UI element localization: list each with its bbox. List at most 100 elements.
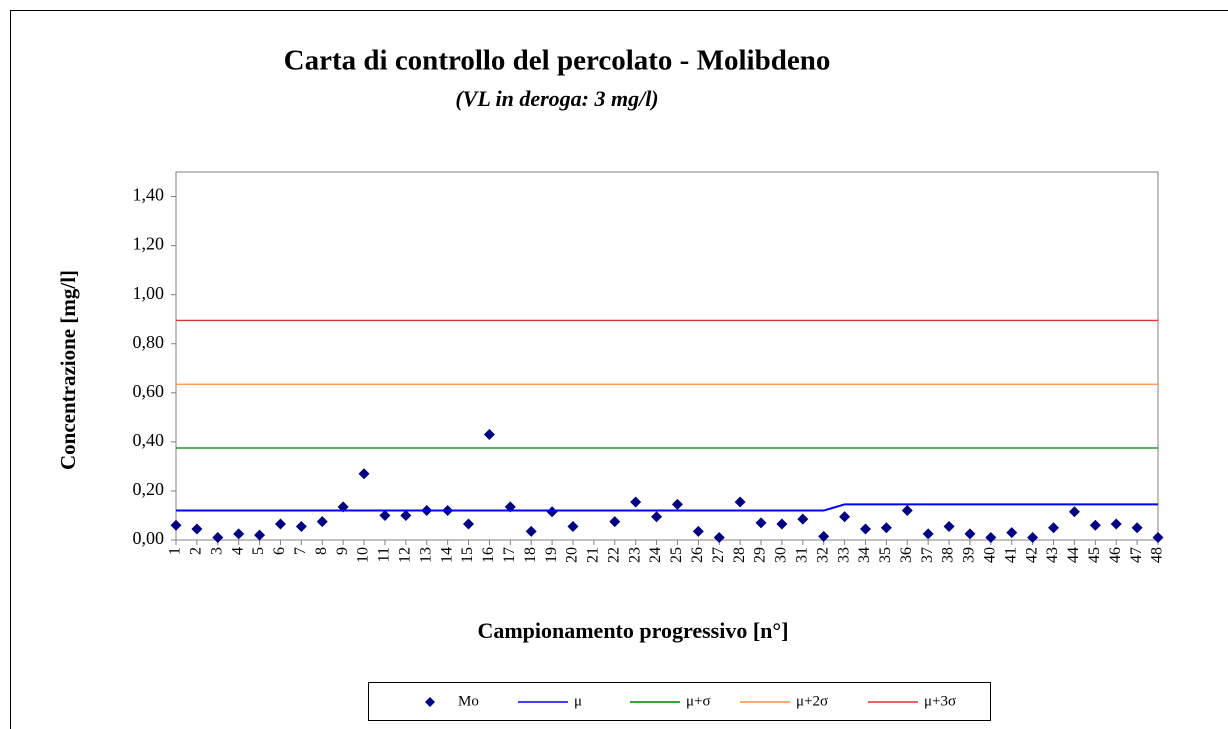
data-point	[985, 532, 997, 544]
data-point	[776, 518, 788, 530]
y-tick-label: 1,20	[133, 234, 165, 254]
x-axis-label: Campionamento progressivo [n°]	[477, 618, 788, 643]
chart-title: Carta di controllo del percolato - Molib…	[284, 45, 831, 77]
x-tick-label: 19	[543, 547, 560, 563]
chart-frame	[10, 10, 1228, 729]
data-point	[212, 532, 224, 544]
legend-label: μ	[574, 693, 582, 709]
data-point	[1006, 527, 1018, 539]
data-point	[274, 518, 286, 530]
data-point	[797, 513, 809, 525]
data-point	[1110, 518, 1122, 530]
data-point	[671, 498, 683, 510]
legend-marker	[425, 697, 435, 707]
data-point	[463, 518, 475, 530]
data-point	[295, 521, 307, 533]
legend-label: μ+2σ	[796, 693, 828, 709]
x-tick-label: 28	[731, 547, 748, 563]
x-tick-label: 23	[626, 547, 643, 563]
x-tick-label: 3	[208, 547, 225, 555]
x-tick-label: 34	[856, 547, 873, 563]
x-tick-label: 42	[1023, 547, 1040, 563]
data-point	[1152, 532, 1164, 544]
x-tick-label: 18	[522, 547, 539, 563]
x-tick-label: 32	[814, 547, 831, 563]
data-point	[755, 517, 767, 529]
x-tick-label: 30	[773, 547, 790, 563]
legend-label: μ+σ	[686, 693, 711, 709]
x-tick-label: 5	[250, 547, 267, 555]
x-tick-label: 12	[397, 547, 414, 563]
x-tick-label: 48	[1149, 547, 1166, 563]
y-tick-label: 0,40	[133, 430, 165, 450]
legend-label: μ+3σ	[924, 693, 956, 709]
data-point	[483, 429, 495, 441]
x-tick-label: 16	[480, 547, 497, 563]
data-point	[567, 521, 579, 533]
data-point	[170, 519, 182, 531]
data-point	[922, 528, 934, 540]
x-tick-label: 24	[647, 547, 664, 563]
x-tick-label: 7	[292, 547, 309, 555]
x-tick-label: 11	[376, 547, 393, 562]
data-point	[358, 468, 370, 480]
x-tick-label: 1	[167, 547, 184, 555]
x-tick-label: 21	[585, 547, 602, 563]
data-point	[400, 509, 412, 521]
x-tick-label: 33	[835, 547, 852, 563]
x-tick-label: 26	[689, 547, 706, 563]
data-point	[880, 522, 892, 534]
data-point	[1068, 506, 1080, 518]
x-tick-label: 36	[898, 547, 915, 563]
x-tick-label: 2	[188, 547, 205, 555]
y-axis-label: Concentrazione [mg/l]	[56, 270, 80, 470]
x-tick-label: 8	[313, 547, 330, 555]
y-tick-label: 0,60	[133, 381, 165, 401]
data-point	[964, 528, 976, 540]
x-tick-label: 44	[1065, 547, 1082, 563]
x-tick-label: 39	[961, 547, 978, 563]
x-tick-label: 15	[459, 547, 476, 563]
data-point	[609, 516, 621, 528]
x-tick-label: 20	[564, 547, 581, 563]
data-point	[1048, 522, 1060, 534]
x-tick-label: 9	[334, 547, 351, 555]
data-point	[546, 506, 558, 518]
data-point	[233, 528, 245, 540]
x-tick-label: 31	[793, 547, 810, 563]
x-tick-label: 38	[940, 547, 957, 563]
x-tick-label: 13	[417, 547, 434, 563]
y-tick-label: 1,40	[133, 185, 165, 205]
legend-label: Mo	[458, 693, 479, 709]
series-line	[176, 503, 1158, 512]
data-point	[1089, 519, 1101, 531]
data-point	[1131, 522, 1143, 534]
x-tick-label: 25	[668, 547, 685, 563]
y-tick-label: 1,00	[133, 283, 165, 303]
x-tick-label: 47	[1128, 547, 1145, 563]
x-tick-label: 22	[605, 547, 622, 563]
data-point	[943, 521, 955, 533]
x-tick-label: 4	[229, 547, 246, 555]
x-tick-label: 17	[501, 547, 518, 563]
x-tick-label: 6	[271, 547, 288, 555]
x-tick-label: 29	[752, 547, 769, 563]
data-point	[713, 532, 725, 544]
data-point	[692, 525, 704, 537]
chart-subtitle: (VL in deroga: 3 mg/l)	[455, 86, 658, 111]
y-tick-label: 0,00	[133, 528, 165, 548]
data-point	[1027, 532, 1039, 544]
x-tick-label: 41	[1002, 547, 1019, 563]
x-tick-label: 37	[919, 547, 936, 563]
data-point	[254, 529, 266, 541]
data-point	[734, 496, 746, 508]
data-point	[191, 523, 203, 535]
plot-area	[175, 171, 1159, 541]
y-tick-label: 0,20	[133, 479, 165, 499]
data-point	[525, 525, 537, 537]
data-point	[316, 516, 328, 528]
x-tick-label: 10	[355, 547, 372, 563]
data-point	[839, 511, 851, 523]
x-tick-label: 27	[710, 547, 727, 563]
